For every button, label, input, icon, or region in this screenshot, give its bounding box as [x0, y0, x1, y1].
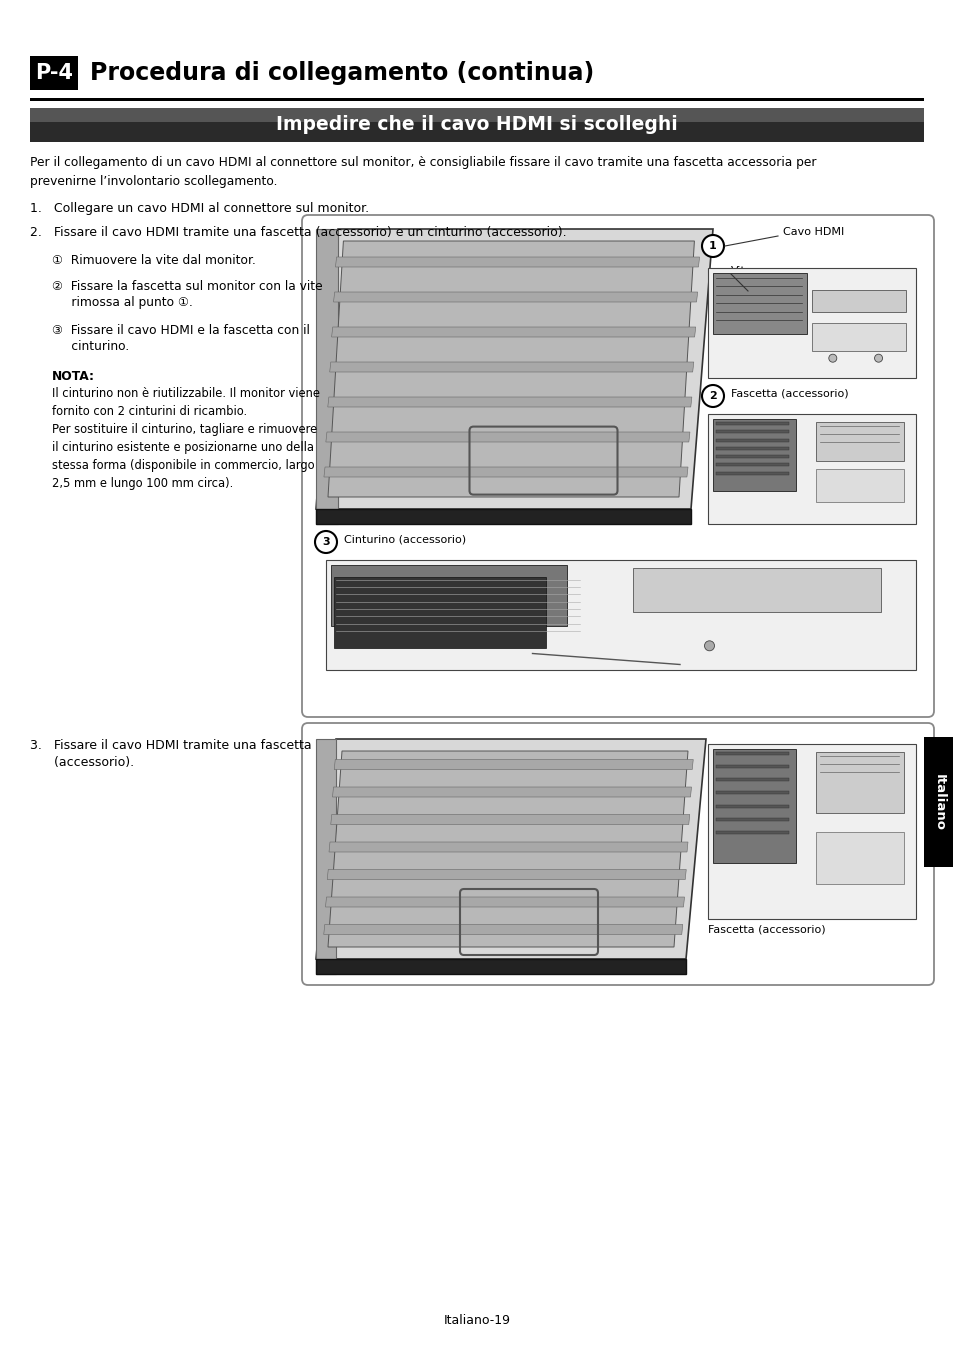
Polygon shape: [328, 242, 694, 497]
Bar: [816, 752, 902, 813]
Polygon shape: [326, 432, 689, 441]
Bar: [816, 832, 902, 884]
Bar: [716, 805, 788, 807]
Bar: [712, 749, 796, 863]
Text: NOTA:: NOTA:: [52, 370, 95, 383]
Bar: [707, 744, 915, 919]
Text: Italiano-19: Italiano-19: [443, 1314, 510, 1327]
Polygon shape: [325, 896, 684, 907]
Text: ③  Fissare il cavo HDMI e la fascetta con il: ③ Fissare il cavo HDMI e la fascetta con…: [52, 324, 310, 338]
Bar: [30, 55, 78, 90]
Circle shape: [701, 235, 723, 256]
Text: 1: 1: [708, 242, 716, 251]
Bar: [811, 323, 904, 351]
Polygon shape: [323, 925, 682, 934]
Polygon shape: [315, 958, 685, 973]
Bar: [716, 423, 788, 425]
Polygon shape: [328, 397, 691, 406]
Bar: [716, 818, 788, 821]
Bar: [30, 108, 923, 142]
Text: Per il collegamento di un cavo HDMI al connettore sul monitor, è consigliabile f: Per il collegamento di un cavo HDMI al c…: [30, 157, 816, 188]
Bar: [716, 778, 788, 782]
Circle shape: [703, 641, 714, 651]
Bar: [331, 566, 566, 625]
Polygon shape: [315, 509, 690, 524]
Circle shape: [874, 354, 882, 362]
Text: Fascetta (accessorio): Fascetta (accessorio): [730, 389, 848, 400]
Text: 1.   Collegare un cavo HDMI al connettore sul monitor.: 1. Collegare un cavo HDMI al connettore …: [30, 202, 369, 215]
Bar: [707, 269, 915, 378]
Text: ②  Fissare la fascetta sul monitor con la vite: ② Fissare la fascetta sul monitor con la…: [52, 279, 322, 293]
Bar: [716, 447, 788, 450]
Text: P-4: P-4: [35, 63, 73, 82]
Polygon shape: [327, 869, 685, 879]
Circle shape: [314, 531, 336, 554]
Circle shape: [828, 354, 836, 362]
Text: Vite: Vite: [730, 266, 752, 275]
Polygon shape: [315, 738, 335, 973]
Polygon shape: [324, 467, 687, 477]
Text: Cavo HDMI: Cavo HDMI: [782, 227, 843, 238]
FancyBboxPatch shape: [302, 215, 933, 717]
Text: Procedura di collegamento (continua): Procedura di collegamento (continua): [90, 61, 594, 85]
Polygon shape: [329, 842, 687, 852]
Bar: [811, 290, 904, 312]
Circle shape: [701, 385, 723, 406]
Polygon shape: [328, 751, 687, 946]
Bar: [716, 791, 788, 794]
Text: Il cinturino non è riutilizzabile. Il monitor viene
fornito con 2 cinturini di r: Il cinturino non è riutilizzabile. Il mo…: [52, 387, 319, 490]
Bar: [716, 463, 788, 466]
Polygon shape: [315, 230, 712, 509]
Bar: [716, 455, 788, 458]
Bar: [716, 439, 788, 441]
Text: rimossa al punto ①.: rimossa al punto ①.: [52, 296, 193, 309]
Bar: [716, 765, 788, 768]
Polygon shape: [334, 292, 697, 302]
Bar: [30, 99, 923, 100]
Text: ①  Rimuovere la vite dal monitor.: ① Rimuovere la vite dal monitor.: [52, 254, 255, 267]
FancyBboxPatch shape: [302, 724, 933, 986]
Polygon shape: [315, 738, 705, 958]
Polygon shape: [331, 814, 689, 825]
Text: (accessorio).: (accessorio).: [30, 756, 134, 770]
Polygon shape: [315, 230, 337, 524]
Polygon shape: [335, 256, 699, 267]
Bar: [334, 576, 546, 648]
Text: 2.   Fissare il cavo HDMI tramite una fascetta (accessorio) e un cinturino (acce: 2. Fissare il cavo HDMI tramite una fasc…: [30, 225, 566, 239]
Bar: [716, 752, 788, 755]
Polygon shape: [330, 362, 693, 373]
Text: Fascetta (accessorio): Fascetta (accessorio): [707, 925, 824, 936]
Text: Italiano: Italiano: [931, 774, 944, 830]
Text: cinturino.: cinturino.: [52, 340, 129, 352]
Bar: [632, 568, 880, 612]
Text: Cinturino (accessorio): Cinturino (accessorio): [344, 535, 466, 545]
Bar: [707, 414, 915, 524]
Bar: [816, 423, 902, 460]
Bar: [716, 830, 788, 834]
Bar: [816, 468, 902, 502]
Bar: [712, 418, 796, 490]
Polygon shape: [333, 787, 691, 796]
Bar: [30, 108, 923, 122]
Bar: [712, 273, 805, 333]
Text: 2: 2: [708, 392, 716, 401]
Bar: [923, 737, 953, 867]
Bar: [716, 471, 788, 474]
Bar: [326, 560, 915, 670]
Text: Impedire che il cavo HDMI si scolleghi: Impedire che il cavo HDMI si scolleghi: [275, 116, 678, 135]
Text: 3: 3: [322, 537, 330, 547]
Bar: [716, 431, 788, 433]
Polygon shape: [334, 760, 693, 770]
Polygon shape: [332, 327, 695, 338]
Text: 3.   Fissare il cavo HDMI tramite una fascetta: 3. Fissare il cavo HDMI tramite una fasc…: [30, 738, 312, 752]
